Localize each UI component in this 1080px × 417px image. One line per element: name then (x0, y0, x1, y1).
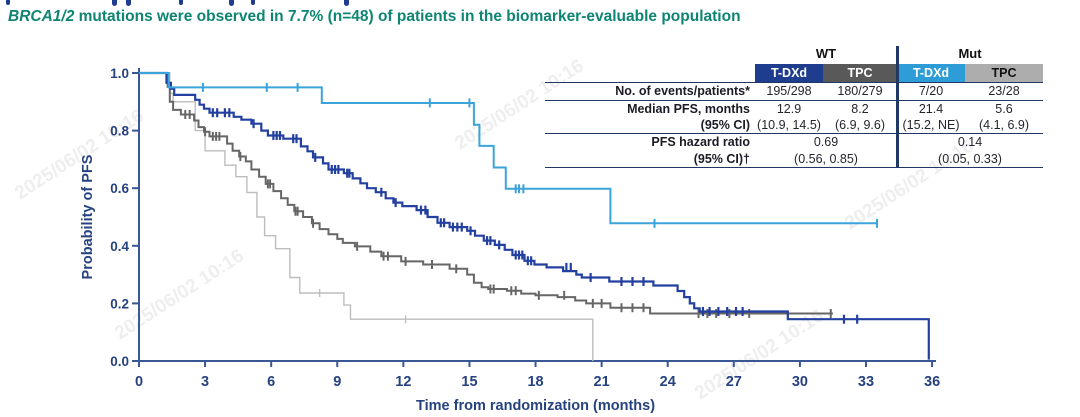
col-header-wt-tdxd: T-DXd (755, 63, 823, 83)
title-fragment (344, 0, 349, 6)
x-tick-label: 36 (924, 374, 940, 390)
events-wt-tpc: 180/279 (837, 84, 883, 99)
x-tick-label: 12 (395, 374, 411, 390)
x-tick-label: 6 (267, 374, 275, 390)
y-tick-label: 0.4 (110, 239, 129, 254)
events-mut-tpc: 23/28 (988, 84, 1020, 99)
x-tick-label: 33 (858, 374, 874, 390)
row-label-median: Median PFS, months (627, 101, 750, 116)
events-wt-tdxd: 195/298 (766, 84, 812, 99)
col-header-mut-tpc: TPC (965, 63, 1043, 83)
median-mut-tpc: 5.6 (995, 101, 1013, 116)
hr-ci-wt: (0.56, 0.85) (794, 151, 858, 166)
x-tick-label: 15 (461, 374, 477, 390)
table-rule (545, 133, 1043, 135)
table-rule (545, 167, 1043, 169)
y-tick-label: 0.6 (110, 181, 129, 196)
title-fragment (229, 0, 234, 6)
row-label-hr: PFS hazard ratio (651, 135, 750, 150)
x-tick-label: 27 (726, 374, 742, 390)
median-wt-tpc: 8.2 (851, 101, 869, 116)
y-tick-label: 0.0 (110, 354, 129, 369)
x-tick-label: 24 (660, 374, 676, 390)
x-axis-title: Time from randomization (months) (416, 398, 655, 414)
x-tick-label: 18 (527, 374, 543, 390)
km-curve-wt-tpc (139, 72, 833, 315)
title-fragment (112, 0, 117, 6)
km-curve-mut-t-dxd (139, 72, 877, 225)
watermark-text: 2025/06/02 10:16 (111, 245, 247, 344)
x-tick-label: 30 (792, 374, 808, 390)
table-rule (545, 99, 1043, 101)
group-header-mut: Mut (958, 46, 982, 61)
y-axis-title: Probability of PFS (80, 154, 96, 279)
km-curve-wt-t-dxd (139, 71, 930, 360)
ci-wt-tdxd: (10.9, 14.5) (757, 118, 821, 133)
y-tick-label: 1.0 (110, 66, 129, 81)
row-label-ci: (95% CI) (700, 118, 750, 133)
group-header-wt: WT (815, 46, 837, 61)
km-curve-mut-tpc (139, 72, 594, 361)
x-tick-label: 0 (135, 374, 143, 390)
y-tick-label: 0.8 (110, 124, 129, 139)
col-header-wt-tpc: TPC (823, 63, 897, 83)
wt-mut-divider (896, 46, 899, 169)
title-fragment (179, 0, 183, 5)
x-tick-label: 9 (333, 374, 341, 390)
median-mut-tdxd: 21.4 (918, 101, 944, 116)
title-fragment (6, 0, 10, 5)
row-label-events: No. of events/patients* (615, 84, 750, 99)
col-header-mut-tdxd: T-DXd (897, 63, 965, 83)
title-fragment (251, 0, 255, 5)
results-table: WT Mut T-DXd TPC T-DXd TPC No. of events… (545, 46, 1053, 169)
events-mut-tdxd: 7/20 (918, 84, 944, 99)
x-tick-label: 3 (201, 374, 209, 390)
subtitle-gene: BRCA1/2 (8, 8, 75, 25)
table-rule (545, 82, 1043, 84)
row-label-hr-ci: (95% CI)† (693, 151, 750, 166)
x-tick-label: 21 (594, 374, 610, 390)
ci-mut-tdxd: (15.2, NE) (902, 118, 960, 133)
ci-wt-tpc: (6.9, 9.6) (834, 118, 886, 133)
y-tick-label: 0.2 (110, 296, 129, 311)
ci-mut-tpc: (4.1, 6.9) (978, 118, 1030, 133)
hr-ci-mut: (0.05, 0.33) (938, 151, 1002, 166)
hr-wt: 0.69 (813, 135, 839, 150)
subtitle: BRCA1/2 mutations were observed in 7.7% … (8, 8, 741, 26)
subtitle-text: mutations were observed in 7.7% (n=48) o… (74, 8, 741, 25)
hr-mut: 0.14 (957, 135, 983, 150)
median-wt-tdxd: 12.9 (776, 101, 802, 116)
title-fragment (126, 0, 131, 6)
